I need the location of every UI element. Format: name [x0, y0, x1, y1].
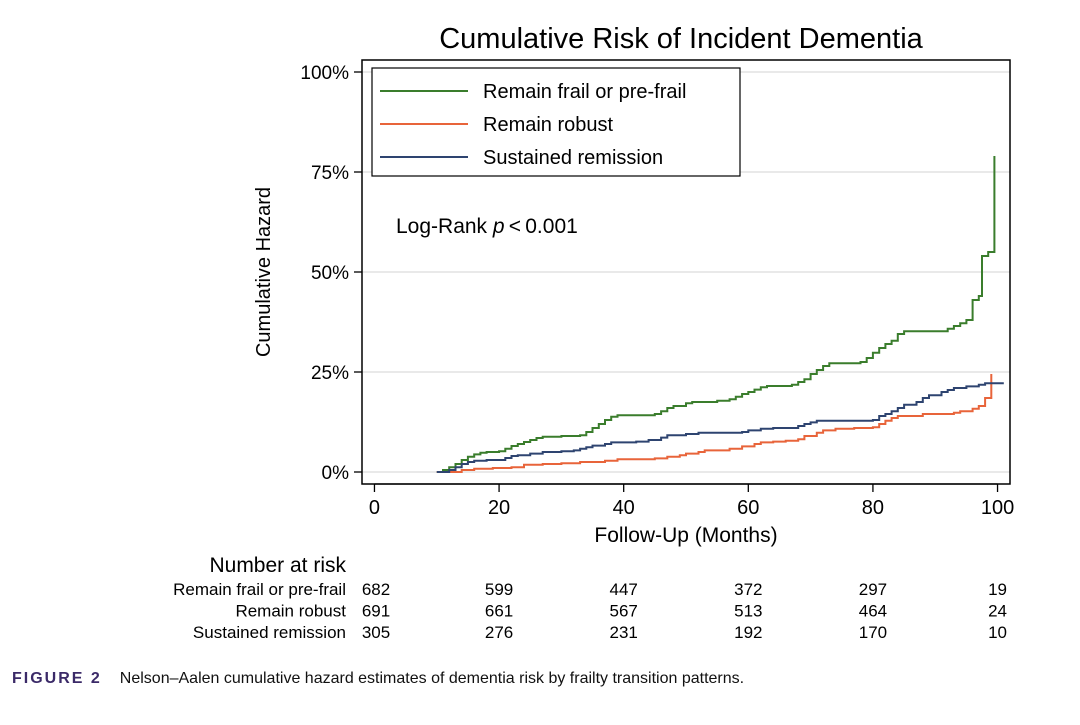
- x-tick-label: 40: [613, 497, 635, 519]
- legend-items: Remain frail or pre-frail Remain robust Su…: [380, 81, 686, 169]
- risk-cell: 305: [362, 623, 390, 642]
- risk-cell: 599: [485, 580, 513, 599]
- legend-label: Sustained remission: [483, 147, 663, 169]
- risk-table-title: Number at risk: [209, 554, 346, 577]
- risk-cell: 19: [988, 580, 1007, 599]
- x-tick-label: 100: [981, 497, 1014, 519]
- risk-table: Remain frail or pre-frail 682 599 447 372 297…: [173, 580, 1007, 642]
- risk-cell: 231: [610, 623, 638, 642]
- risk-cell: 513: [734, 602, 762, 621]
- risk-cell: 10: [988, 623, 1007, 642]
- series-layer: [436, 156, 1004, 473]
- logrank-prefix: Log-Rank: [396, 215, 493, 238]
- chart: Cumulative Risk of Incident Dementia 0% 2…: [173, 23, 1014, 642]
- risk-cell: 691: [362, 602, 390, 621]
- series-line: [436, 382, 1004, 473]
- y-tick-label: 50%: [311, 263, 349, 284]
- series-line: [436, 374, 993, 473]
- y-tick-label: 25%: [311, 363, 349, 384]
- chart-title: Cumulative Risk of Incident Dementia: [439, 23, 923, 55]
- risk-cell: 170: [859, 623, 887, 642]
- figure-caption: FIGURE 2 Nelson–Aalen cumulative hazard e…: [12, 670, 744, 688]
- x-tick-label: 0: [369, 497, 380, 519]
- x-tick-label: 60: [737, 497, 759, 519]
- x-tick-label: 80: [862, 497, 884, 519]
- logrank-value: < 0.001: [505, 215, 578, 238]
- y-tick-label: 100%: [300, 63, 349, 84]
- risk-row-label: Sustained remission: [193, 623, 346, 642]
- risk-cell: 447: [610, 580, 638, 599]
- risk-cell: 682: [362, 580, 390, 599]
- risk-cell: 661: [485, 602, 513, 621]
- risk-cell: 24: [988, 602, 1007, 621]
- risk-cell: 276: [485, 623, 513, 642]
- risk-cell: 567: [610, 602, 638, 621]
- risk-row-label: Remain frail or pre-frail: [173, 580, 346, 599]
- logrank-annotation: Log-Rank p < 0.001: [396, 215, 578, 238]
- legend-label: Remain frail or pre-frail: [483, 81, 686, 103]
- legend-label: Remain robust: [483, 114, 614, 136]
- y-axis-label: Cumulative Hazard: [253, 187, 275, 357]
- figure-label: FIGURE 2: [12, 670, 102, 687]
- caption-text: Nelson–Aalen cumulative hazard estimates…: [119, 670, 745, 687]
- logrank-p: p: [492, 215, 505, 238]
- x-axis-label: Follow-Up (Months): [594, 524, 777, 547]
- legend: Remain frail or pre-frail Remain robust Su…: [371, 67, 741, 177]
- y-axis: 0% 25% 50% 75% 100%: [300, 63, 362, 484]
- risk-cell: 297: [859, 580, 887, 599]
- risk-row-label: Remain robust: [235, 602, 346, 621]
- y-tick-label: 75%: [311, 163, 349, 184]
- x-tick-label: 20: [488, 497, 510, 519]
- risk-cell: 192: [734, 623, 762, 642]
- y-tick-label: 0%: [322, 463, 350, 484]
- series-line: [436, 156, 996, 473]
- risk-cell: 372: [734, 580, 762, 599]
- x-axis: 0 20 40 60 80 100: [369, 483, 1014, 519]
- risk-cell: 464: [859, 602, 887, 621]
